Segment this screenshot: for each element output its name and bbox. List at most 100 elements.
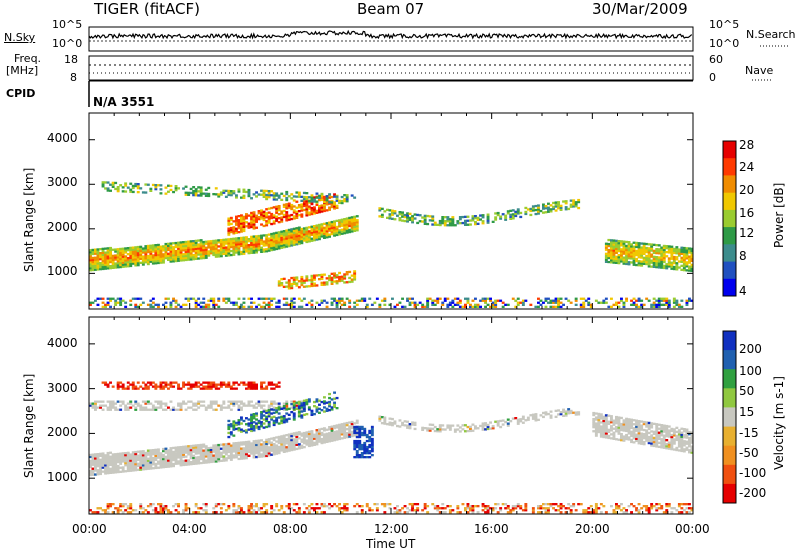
power-cell (307, 207, 311, 210)
power-cell (335, 282, 339, 285)
power-cell (267, 192, 271, 195)
power-cell (101, 257, 105, 261)
velocity-cell (227, 454, 231, 458)
power-cell (245, 217, 248, 220)
velocity-cell (149, 465, 153, 468)
velocity-cell (245, 431, 248, 434)
power-cell (338, 225, 341, 228)
power-cell (126, 261, 130, 264)
velocity-cell (620, 428, 623, 432)
velocity-cell (610, 421, 613, 424)
velocity-cell (599, 435, 603, 438)
velocity-cell (232, 387, 236, 390)
power-cell (441, 301, 445, 304)
velocity-cell (350, 430, 354, 434)
power-cell (328, 193, 331, 196)
velocity-cell (272, 443, 276, 446)
power-cell (318, 211, 321, 214)
power-cell (121, 255, 125, 258)
power-cell (667, 263, 671, 266)
velocity-cell (630, 418, 633, 421)
velocity-cell (280, 445, 284, 448)
power-cell (89, 301, 92, 304)
power-cell (302, 227, 306, 230)
velocity-cell (144, 455, 148, 459)
velocity-cell (370, 441, 374, 445)
velocity-cell (383, 420, 387, 423)
velocity-cell (295, 435, 299, 438)
power-cell (665, 255, 669, 258)
power-cell (572, 201, 576, 204)
power-cell (285, 235, 289, 238)
velocity-cell (464, 430, 467, 433)
power-cell (318, 237, 321, 241)
velocity-cell (224, 449, 228, 452)
power-cell (476, 305, 480, 308)
power-cell (423, 216, 427, 219)
power-cell (406, 218, 409, 221)
power-cell (134, 305, 138, 308)
velocity-cell (310, 411, 314, 414)
velocity-cell (162, 402, 165, 405)
velocity-cell (182, 383, 185, 386)
velocity-cell (232, 381, 236, 384)
power-cell (461, 221, 465, 225)
power-cell (285, 245, 289, 248)
power-cell (315, 238, 319, 241)
velocity-cell (365, 445, 369, 449)
velocity-cell (214, 387, 218, 390)
velocity-cell (209, 446, 213, 449)
power-cell (610, 261, 613, 264)
power-cell (227, 299, 231, 302)
velocity-cell (212, 446, 216, 449)
velocity-cell (617, 420, 621, 423)
power-cell (214, 187, 218, 190)
power-cell (542, 207, 545, 210)
velocity-cell (272, 436, 276, 440)
power-cell (428, 215, 432, 218)
power-cell (325, 197, 329, 200)
velocity-cell (91, 467, 95, 470)
power-cell (194, 190, 198, 193)
power-cell (101, 305, 105, 308)
velocity-cell (670, 448, 674, 451)
velocity-cell (119, 381, 123, 384)
power-cell (408, 216, 412, 219)
velocity-cell (368, 445, 372, 449)
velocity-cell (116, 387, 120, 390)
velocity-cell (625, 433, 628, 437)
velocity-cell (665, 424, 669, 428)
power-cell (285, 281, 289, 284)
power-cell (202, 301, 206, 304)
power-cell (672, 267, 676, 271)
velocity-cell (192, 454, 196, 457)
power-cell (124, 261, 128, 264)
velocity-cell (285, 448, 289, 451)
velocity-cell (199, 445, 203, 449)
power-cell (240, 222, 243, 225)
velocity-cell (265, 442, 269, 445)
velocity-cell (617, 424, 621, 427)
velocity-cell (250, 413, 253, 416)
velocity-cell (167, 453, 170, 456)
power-cell (612, 253, 616, 256)
power-cell (645, 242, 649, 246)
power-cell (466, 301, 470, 304)
velocity-cell (594, 434, 598, 437)
velocity-cell (685, 428, 689, 431)
velocity-cell (464, 424, 467, 427)
power-cell (672, 247, 676, 251)
velocity-cell (677, 439, 681, 442)
power-cell (333, 205, 336, 208)
power-cell (192, 186, 196, 189)
power-cell (119, 299, 123, 302)
velocity-cell (260, 511, 263, 514)
velocity-cell (232, 422, 236, 425)
power-cell (242, 196, 246, 199)
velocity-cell (157, 460, 160, 463)
power-cell (280, 240, 284, 243)
power-cell (194, 303, 198, 306)
power-cell (265, 242, 269, 245)
velocity-cell (109, 463, 112, 466)
power-cell (126, 247, 130, 250)
